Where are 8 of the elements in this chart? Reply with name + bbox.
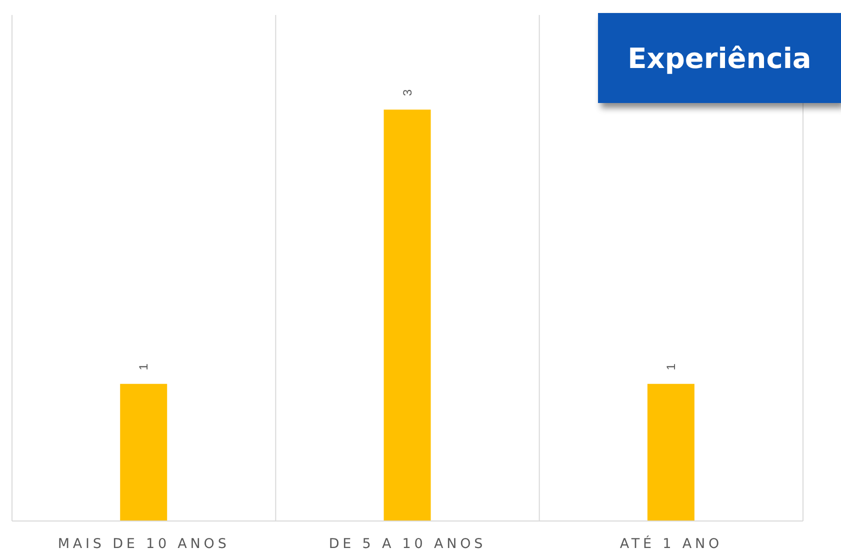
title-banner: Experiência	[598, 13, 841, 103]
data-label: 1	[664, 363, 678, 370]
chart-title: Experiência	[628, 42, 812, 74]
data-label: 3	[400, 88, 414, 96]
x-tick-label: MAIS DE 10 ANOS	[58, 536, 230, 552]
x-tick-label: ATÉ 1 ANO	[620, 535, 723, 552]
data-label: 1	[136, 363, 151, 370]
x-tick-label: DE 5 A 10 ANOS	[328, 536, 486, 552]
